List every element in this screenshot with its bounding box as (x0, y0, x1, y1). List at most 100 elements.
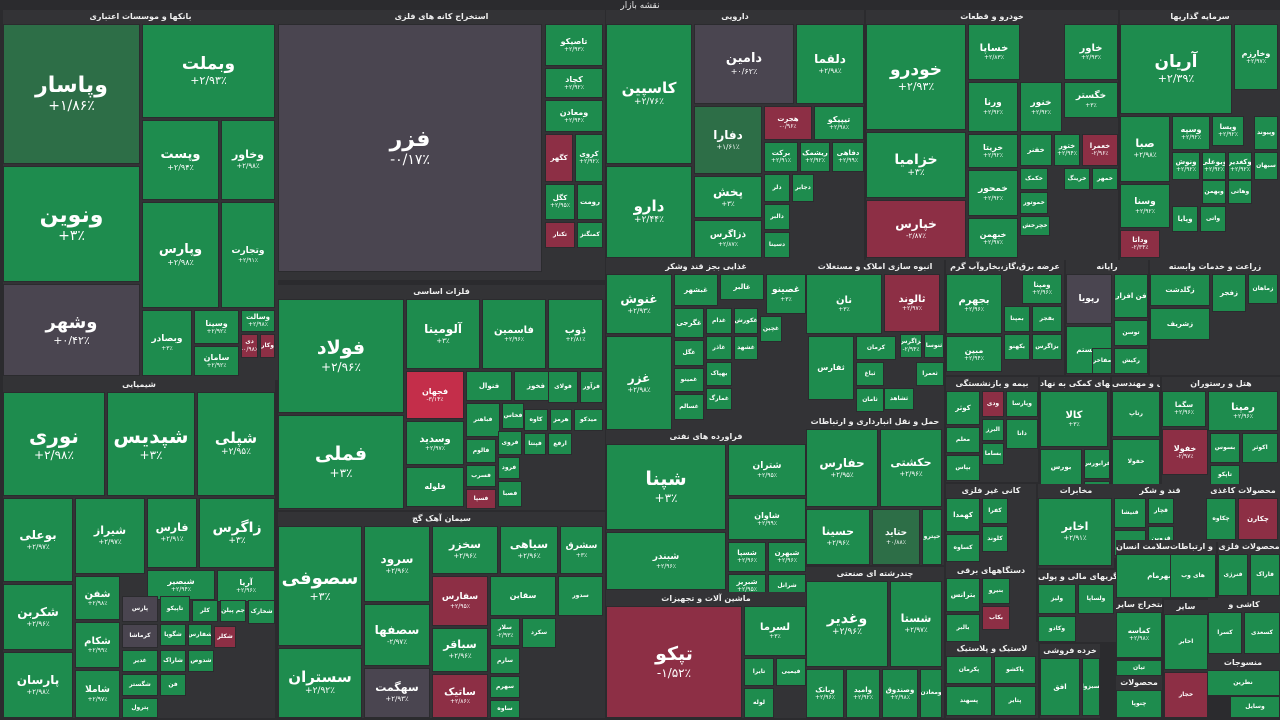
stock-tile[interactable]: غسالم (674, 394, 704, 420)
stock-tile[interactable]: لسرما +۳٪ (744, 606, 806, 656)
stock-tile[interactable]: وپارس +۲/۹۸٪ (142, 202, 219, 308)
stock-tile[interactable]: وداتا -۲/۳۴٪ (1120, 230, 1160, 258)
stock-tile[interactable]: سقاین (490, 576, 556, 616)
stock-tile[interactable]: تایرا (744, 658, 774, 686)
stock-tile[interactable]: وسنا +۲/۹۲٪ (1120, 184, 1170, 228)
stock-tile[interactable]: کگهر (545, 134, 573, 182)
stock-tile[interactable]: کرماشا (122, 624, 158, 648)
stock-tile[interactable]: وسدید +۲/۹۷٪ (406, 421, 464, 465)
stock-tile[interactable]: خنور +۲/۹۲٪ (1020, 82, 1062, 132)
stock-tile[interactable]: ویسا +۲/۹۲٪ (1212, 116, 1244, 146)
stock-tile[interactable]: ثنوسا (924, 334, 944, 358)
stock-tile[interactable]: فلوله (406, 467, 464, 507)
stock-tile[interactable]: ومعادن (920, 669, 942, 718)
stock-tile[interactable]: سکرد (522, 618, 556, 648)
stock-tile[interactable]: سصوفی +۳٪ (278, 526, 362, 646)
stock-tile[interactable]: زفجر (1212, 274, 1246, 312)
stock-tile[interactable]: سدور (558, 576, 603, 616)
stock-tile[interactable]: آریا +۲/۹۶٪ (217, 570, 275, 602)
stock-tile[interactable]: ولیز (1038, 584, 1076, 614)
stock-tile[interactable]: ذوب +۲/۸۱٪ (548, 299, 603, 369)
stock-tile[interactable]: رتاپ (1112, 391, 1160, 437)
stock-tile[interactable]: خودرو +۲/۹۳٪ (866, 24, 966, 130)
stock-tile[interactable]: سرود +۲/۹۶٪ (364, 526, 430, 602)
stock-tile[interactable]: فنوال (466, 371, 512, 401)
stock-tile[interactable]: وبوعلی +۲/۹۲٪ (1202, 152, 1226, 180)
stock-tile[interactable]: هرمز (550, 409, 572, 431)
stock-tile[interactable]: شپنا +۳٪ (606, 444, 726, 530)
stock-tile[interactable]: آلومینا +۳٪ (406, 299, 480, 369)
stock-tile[interactable]: پارسان +۲/۹۸٪ (3, 652, 73, 718)
stock-tile[interactable]: کماسه +۲/۹۸٪ (1116, 612, 1162, 658)
stock-tile[interactable]: وبصادر +۳٪ (142, 310, 192, 376)
stock-tile[interactable]: فسبزوار (1082, 658, 1100, 716)
stock-tile[interactable]: شسپا +۲/۹۶٪ (728, 542, 766, 572)
stock-tile[interactable]: کگل +۲/۹۵٪ (545, 184, 575, 220)
stock-tile[interactable]: بکاب (982, 606, 1010, 630)
stock-tile[interactable]: غصینو +۳٪ (766, 274, 806, 314)
stock-tile[interactable]: تیپیکو +۲/۹۸٪ (814, 106, 864, 140)
stock-tile[interactable]: اخابر +۲/۹۱٪ (1038, 498, 1112, 566)
stock-tile[interactable]: توسن (1114, 320, 1148, 346)
stock-tile[interactable]: وپست +۲/۹۴٪ (142, 120, 219, 200)
stock-tile[interactable]: ولساپا (1078, 584, 1114, 614)
stock-tile[interactable]: خمهر (1092, 168, 1118, 190)
stock-tile[interactable]: کرمان (856, 336, 896, 360)
stock-tile[interactable]: غگل (674, 340, 704, 366)
stock-tile[interactable]: شپدیس +۳٪ (107, 392, 195, 496)
stock-tile[interactable]: خساپا +۲/۸۳٪ (968, 24, 1020, 80)
stock-tile[interactable]: کسعدی (1244, 612, 1280, 654)
stock-tile[interactable]: دارو +۲/۴۴٪ (606, 166, 692, 258)
stock-tile[interactable]: دفارا +۱/۶۱٪ (694, 106, 762, 174)
stock-tile[interactable]: فارس +۲/۹۱٪ (147, 498, 197, 568)
stock-tile[interactable]: نطرین (1206, 670, 1280, 696)
stock-tile[interactable]: حسینا +۲/۹۶٪ (806, 509, 870, 565)
stock-tile[interactable]: سبهان (1254, 152, 1278, 180)
stock-tile[interactable]: سیاهی +۲/۹۶٪ (500, 526, 558, 574)
stock-tile[interactable]: دی -۰/۹۸٪ (241, 334, 258, 358)
stock-tile[interactable]: خفولا -۲/۹۷٪ (1162, 429, 1208, 475)
stock-tile[interactable]: حتاید +۰/۸۸٪ (872, 509, 920, 565)
stock-tile[interactable]: ونوش +۲/۹۲٪ (1172, 152, 1200, 180)
stock-tile[interactable]: شدوص (188, 650, 214, 672)
stock-tile[interactable]: بزاگرس (1032, 334, 1062, 360)
stock-tile[interactable]: ساوه (490, 700, 520, 718)
stock-tile[interactable]: البرز (982, 419, 1004, 441)
stock-tile[interactable]: وخارزم +۲/۹۷٪ (1234, 24, 1278, 90)
stock-tile[interactable]: سهگمت +۲/۹۳٪ (364, 668, 430, 718)
stock-tile[interactable]: بسوس (1210, 433, 1240, 463)
stock-tile[interactable]: شکلر (214, 626, 236, 648)
stock-tile[interactable]: فرود (498, 457, 520, 479)
stock-tile[interactable]: پخش +۳٪ (694, 176, 762, 218)
stock-tile[interactable]: کلر (192, 600, 218, 622)
stock-tile[interactable]: دامین +۰/۶۲٪ (694, 24, 794, 104)
stock-tile[interactable]: معلم (946, 427, 980, 453)
stock-tile[interactable]: ورنا +۲/۹۲٪ (968, 82, 1018, 132)
stock-tile[interactable]: پاکشو (994, 656, 1036, 684)
stock-tile[interactable]: دجابر (792, 174, 814, 202)
stock-tile[interactable]: غزر +۲/۹۸٪ (606, 336, 672, 430)
stock-tile[interactable]: بکهنو (1004, 334, 1030, 360)
stock-tile[interactable]: خعمرا -۲/۹۶٪ (1082, 134, 1118, 166)
stock-tile[interactable]: غکورش (734, 308, 758, 334)
stock-tile[interactable]: غگرجی (674, 308, 704, 338)
stock-tile[interactable]: ارفع (548, 433, 572, 455)
stock-tile[interactable]: فاسمین +۲/۹۶٪ (482, 299, 546, 369)
stock-tile[interactable]: چنوپا (1116, 690, 1162, 718)
stock-tile[interactable]: بپاس (946, 455, 980, 481)
stock-tile[interactable]: ثفارس (808, 336, 854, 400)
stock-tile[interactable]: وغدیر +۲/۹۶٪ (806, 581, 888, 667)
stock-tile[interactable]: میدکو (574, 409, 603, 431)
stock-tile[interactable]: خچرخش (1020, 216, 1050, 236)
stock-tile[interactable]: خبهمن +۲/۹۷٪ (968, 218, 1018, 258)
stock-tile[interactable]: ونوین +۳٪ (3, 166, 140, 282)
stock-tile[interactable]: فسرب (466, 465, 496, 487)
stock-tile[interactable]: خرینگ (1064, 168, 1090, 190)
stock-tile[interactable]: وشهر +۰/۴۲٪ (3, 284, 140, 376)
stock-tile[interactable]: سصفها -۲/۹۷٪ (364, 604, 430, 666)
stock-tile[interactable]: ثشاهد (884, 388, 914, 410)
stock-tile[interactable]: فروی (498, 431, 522, 455)
stock-tile[interactable]: کالا +۳٪ (1040, 391, 1108, 447)
stock-tile[interactable]: وسایل (1230, 696, 1280, 718)
stock-tile[interactable]: خموتور (1020, 192, 1048, 214)
